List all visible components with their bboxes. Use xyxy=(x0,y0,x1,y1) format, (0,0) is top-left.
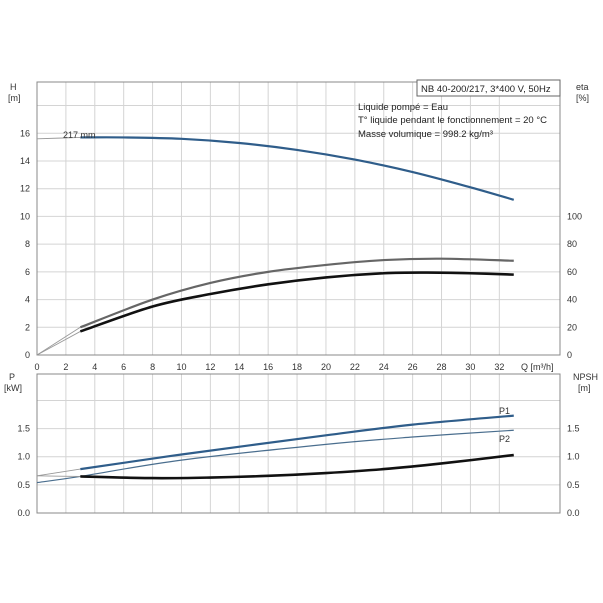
eta-tick-label: 100 xyxy=(567,211,582,221)
npsh-axis-unit: [m] xyxy=(578,383,591,393)
x-tick-label: 18 xyxy=(292,362,302,372)
top-grid xyxy=(36,81,561,356)
curves xyxy=(36,136,515,484)
x-tick-label: 30 xyxy=(465,362,475,372)
h-curve xyxy=(80,136,515,201)
h-axis-label: H xyxy=(10,82,17,92)
eta-axis-unit: [%] xyxy=(576,93,589,103)
h-tick-label: 16 xyxy=(20,128,30,138)
h-tick-label: 4 xyxy=(25,295,30,305)
info-temperature: T° liquide pendant le fonctionnement = 2… xyxy=(358,115,547,126)
p-tick-label: 1.5 xyxy=(17,424,30,434)
h-tick-label: 6 xyxy=(25,267,30,277)
x-tick-label: 14 xyxy=(234,362,244,372)
p2-curve-label: P2 xyxy=(499,434,510,444)
npsh-tick-label: 0.5 xyxy=(567,480,580,490)
x-tick-label: 16 xyxy=(263,362,273,372)
npsh-axis-label: NPSH xyxy=(573,372,598,382)
h-tick-label: 10 xyxy=(20,211,30,221)
p-axis-unit: [kW] xyxy=(4,383,22,393)
npsh-extension-curve xyxy=(36,475,81,477)
eta-black-extension-curve xyxy=(36,331,81,356)
x-tick-label: 32 xyxy=(494,362,504,372)
info-density: Masse volumique = 998.2 kg/m³ xyxy=(358,129,493,140)
p1-curve-label: P1 xyxy=(499,406,510,416)
x-tick-label: 8 xyxy=(150,362,155,372)
eta-black-curve xyxy=(79,271,514,333)
p-tick-label: 0.0 xyxy=(17,508,30,518)
npsh-curve xyxy=(80,453,514,480)
eta-tick-label: 60 xyxy=(567,267,577,277)
eta-tick-label: 20 xyxy=(567,322,577,332)
x-tick-label: 6 xyxy=(121,362,126,372)
h-tick-label: 14 xyxy=(20,156,30,166)
bottom-grid xyxy=(36,373,561,514)
q-axis-label: Q [m³/h] xyxy=(521,362,554,372)
chart-title: NB 40-200/217, 3*400 V, 50Hz xyxy=(421,84,551,95)
tick-labels: 0 2 4 6 8 10 12 14 16 18 20 22 24 26 28 30 3202468101214… xyxy=(17,128,582,518)
npsh-tick-label: 1.5 xyxy=(567,424,580,434)
x-tick-label: 12 xyxy=(205,362,215,372)
h-extension-curve xyxy=(36,136,81,140)
eta-tick-label: 40 xyxy=(567,295,577,305)
p-tick-label: 0.5 xyxy=(17,480,30,490)
bottom-plot-frame xyxy=(36,373,561,514)
npsh-tick-label: 0.0 xyxy=(567,508,580,518)
eta-tick-label: 80 xyxy=(567,239,577,249)
eta-tick-label: 0 xyxy=(567,350,572,360)
x-tick-label: 4 xyxy=(92,362,97,372)
h-axis-unit: [m] xyxy=(8,93,21,103)
x-tick-label: 26 xyxy=(408,362,418,372)
p-axis-label: P xyxy=(9,372,15,382)
h-tick-label: 2 xyxy=(25,322,30,332)
x-tick-label: 0 xyxy=(34,362,39,372)
h-tick-label: 12 xyxy=(20,184,30,194)
eta-gray-curve xyxy=(79,257,514,329)
impeller-diameter-label: 217 mm xyxy=(63,130,96,140)
x-tick-label: 24 xyxy=(379,362,389,372)
h-tick-label: 0 xyxy=(25,350,30,360)
x-tick-label: 28 xyxy=(437,362,447,372)
info-liquid: Liquide pompé = Eau xyxy=(358,102,448,113)
x-tick-label: 10 xyxy=(176,362,186,372)
p-tick-label: 1.0 xyxy=(17,452,30,462)
top-plot-frame xyxy=(36,81,561,356)
x-tick-label: 22 xyxy=(350,362,360,372)
eta-axis-label: eta xyxy=(576,82,589,92)
title-box xyxy=(416,79,561,97)
x-tick-label: 20 xyxy=(321,362,331,372)
x-tick-label: 2 xyxy=(63,362,68,372)
p1-curve xyxy=(80,414,514,471)
npsh-tick-label: 1.0 xyxy=(567,452,580,462)
h-tick-label: 8 xyxy=(25,239,30,249)
